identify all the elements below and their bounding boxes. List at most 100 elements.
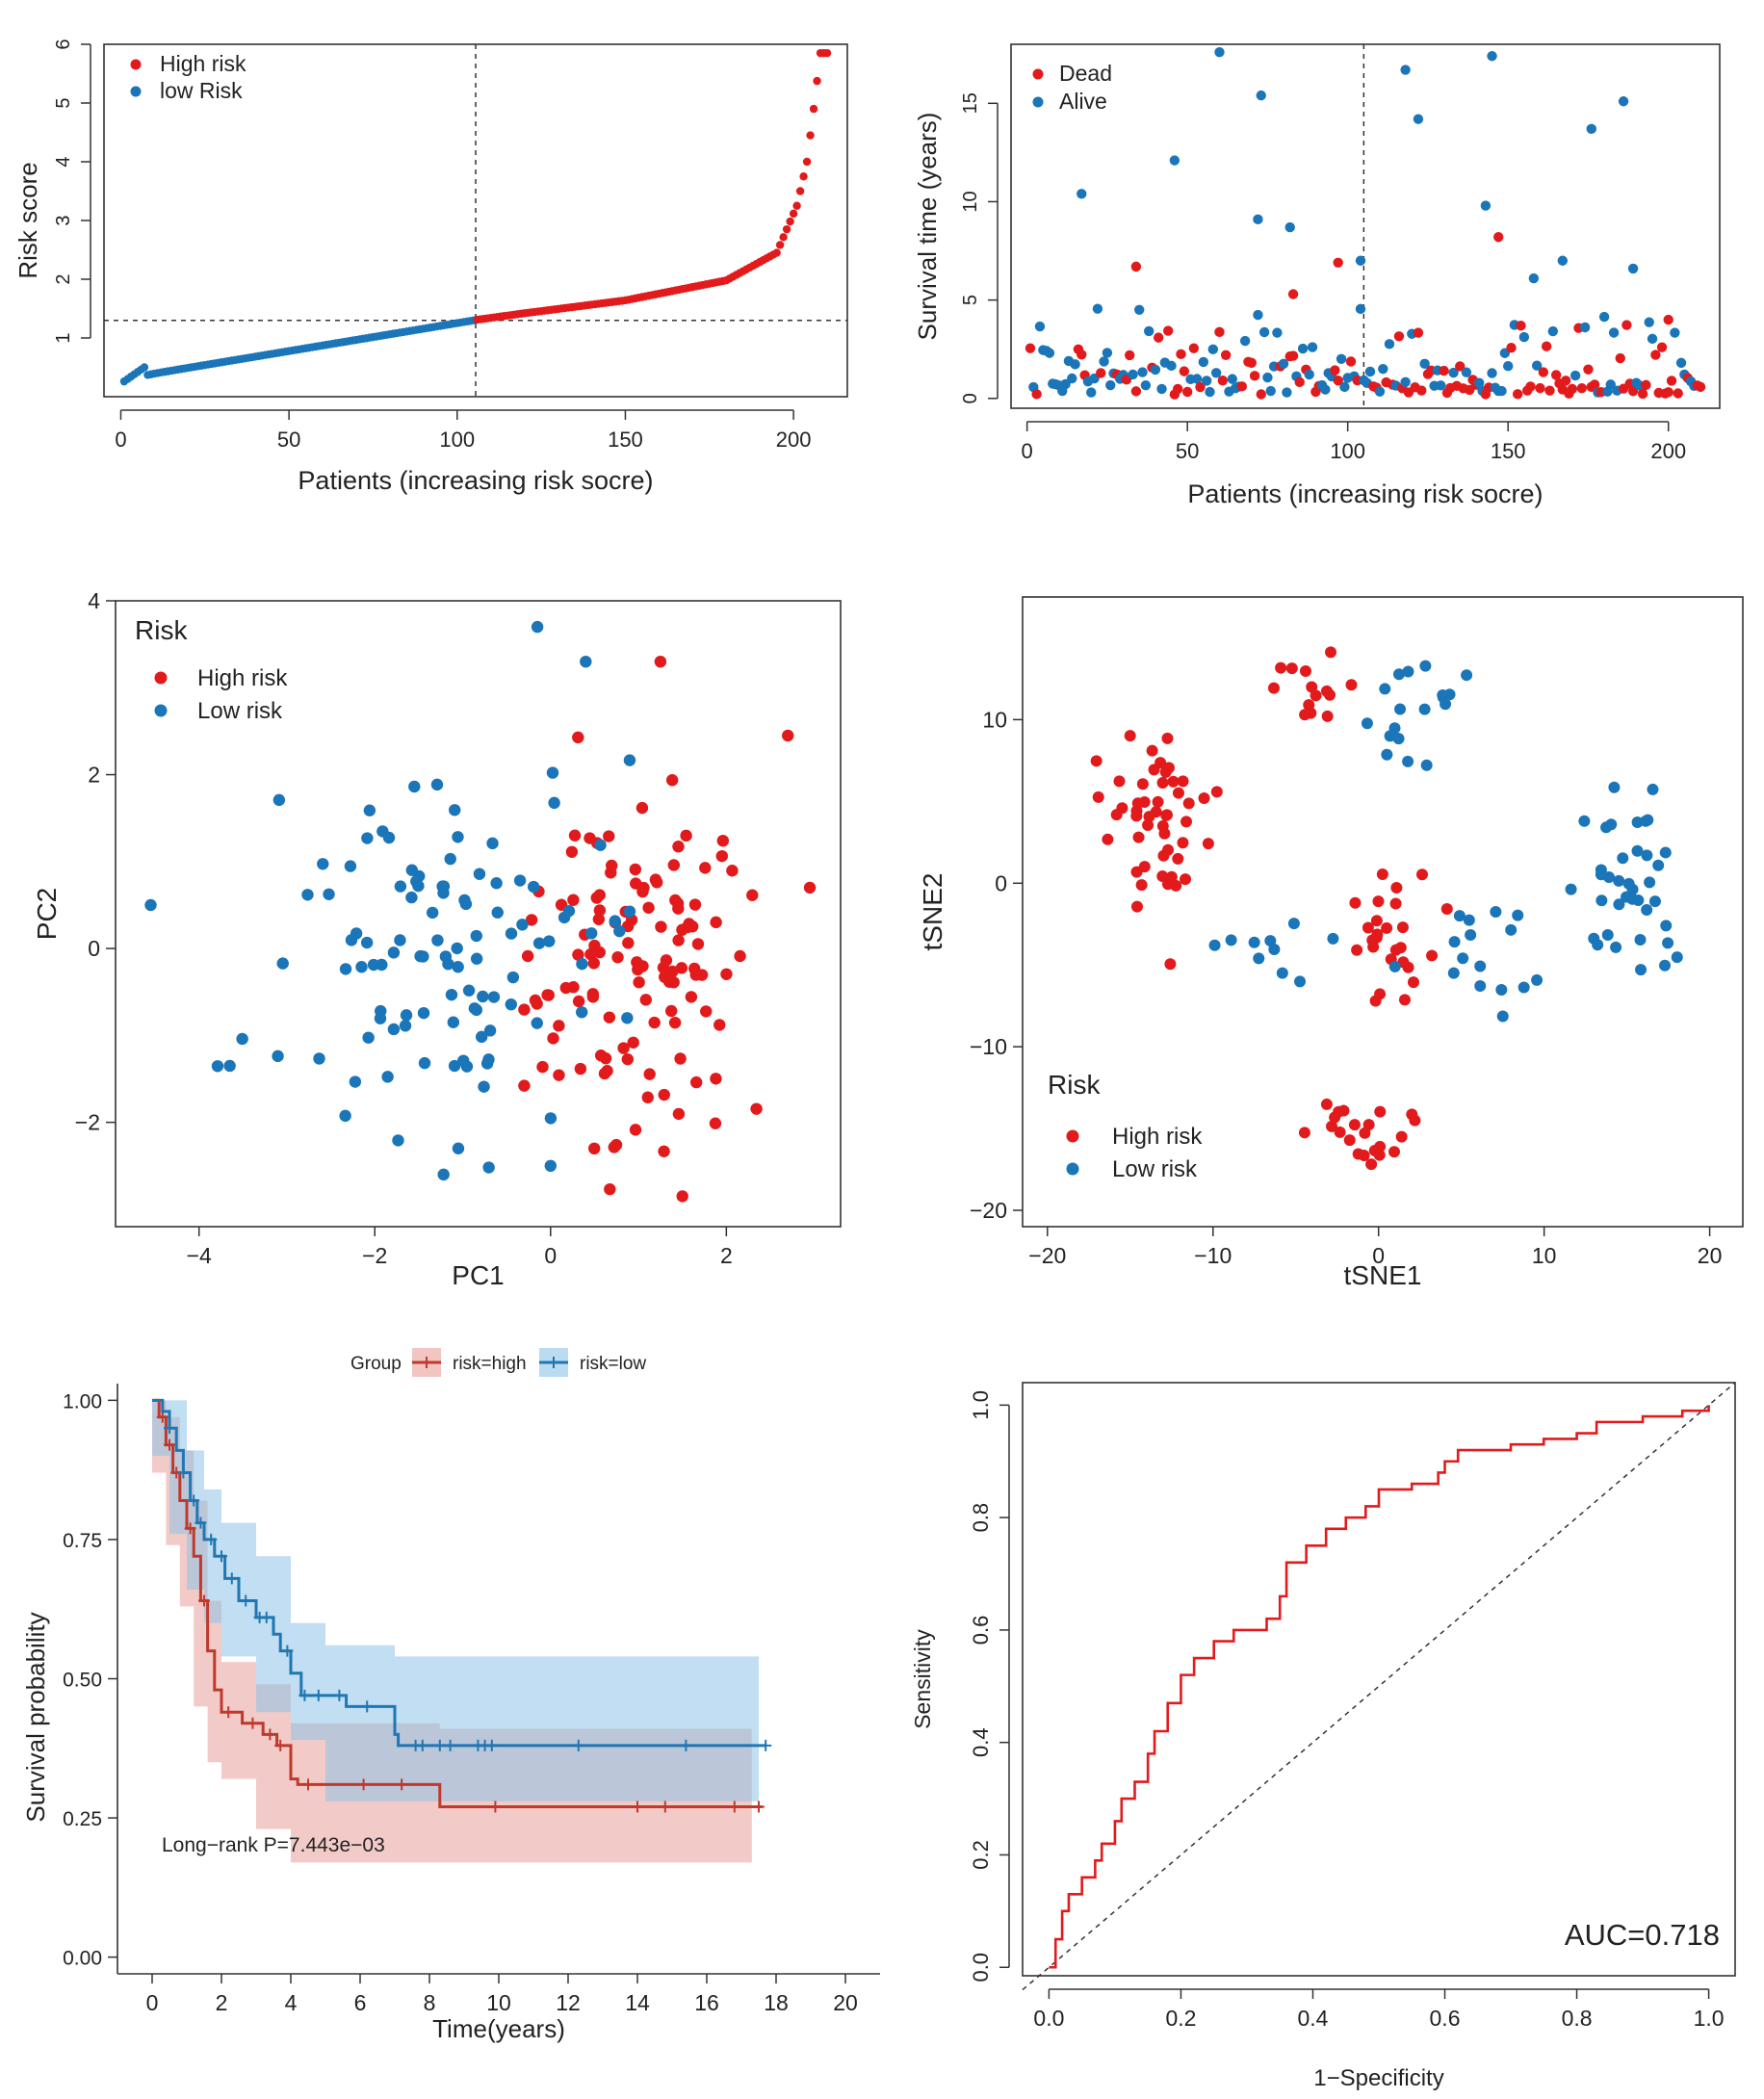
high-risk-point — [799, 172, 808, 181]
x-tick-label: −4 — [187, 1243, 212, 1268]
high-risk-point — [1135, 879, 1148, 892]
y-tick-label: 0.75 — [63, 1530, 102, 1552]
x-tick-label: 0.2 — [1165, 2006, 1196, 2031]
high-risk-point — [1369, 995, 1382, 1007]
censor-mark — [298, 1689, 311, 1701]
low-risk-point — [1253, 952, 1265, 965]
y-axis-title: PC2 — [32, 888, 62, 940]
high-risk-point — [572, 995, 585, 1008]
high-risk-point — [672, 1107, 686, 1121]
high-risk-point — [621, 1052, 635, 1066]
legend-title: Risk — [135, 615, 188, 645]
high-risk-point — [675, 962, 688, 974]
high-risk-point — [547, 1032, 559, 1045]
high-risk-point — [1162, 762, 1175, 774]
dead-point — [1656, 342, 1668, 352]
high-risk-point — [795, 187, 805, 195]
high-risk-point — [642, 901, 655, 914]
high-risk-point — [1329, 1111, 1341, 1124]
low-risk-point — [491, 906, 504, 919]
alive-point — [1077, 189, 1087, 199]
high-risk-point — [672, 934, 685, 946]
high-risk-point — [1298, 1127, 1310, 1139]
y-axis-title: Survival probability — [21, 1612, 50, 1822]
alive-point — [1502, 360, 1514, 372]
low-risk-point — [339, 1109, 351, 1123]
alive-point — [1256, 90, 1266, 101]
y-tick-label: 0.6 — [969, 1616, 993, 1646]
alive-point — [1191, 374, 1203, 384]
high-risk-point — [603, 830, 615, 842]
alive-point — [1304, 369, 1314, 380]
censor-mark — [357, 1778, 370, 1791]
alive-point — [1092, 303, 1103, 314]
low-risk-point — [1474, 980, 1487, 993]
dead-point — [1153, 332, 1164, 343]
alive-point — [1339, 381, 1350, 393]
high-risk-point — [1305, 707, 1317, 719]
low-risk-point — [532, 937, 546, 949]
high-risk-point — [1164, 958, 1177, 971]
alive-point — [1474, 377, 1485, 388]
low-risk-point — [1384, 730, 1396, 742]
low-risk-point — [452, 831, 464, 843]
dead-point — [1567, 383, 1578, 395]
high-risk-point — [1150, 806, 1162, 818]
dead-point — [1236, 381, 1247, 392]
high-risk-point — [1142, 819, 1154, 832]
low-risk-point — [482, 1161, 495, 1174]
alive-point — [1364, 366, 1376, 377]
x-axis-title: Patients (increasing risk socre) — [1187, 479, 1543, 508]
alive-point — [1487, 368, 1497, 378]
censor-mark — [333, 1689, 346, 1701]
x-tick-label: 200 — [776, 428, 812, 452]
legend-marker — [1032, 68, 1044, 80]
low-risk-point — [276, 957, 289, 970]
chart-risk-score: 0 50 100 150 200 1 2 3 4 5 6 Patients (increasing r… — [13, 39, 848, 495]
high-risk-point — [1367, 941, 1380, 953]
high-risk-point — [1285, 662, 1298, 675]
alive-point — [1070, 359, 1080, 370]
high-risk-point — [1275, 661, 1287, 674]
high-risk-point — [1395, 1130, 1408, 1143]
high-risk-point — [590, 892, 603, 904]
alive-point — [1605, 379, 1616, 390]
low-risk-point — [623, 905, 636, 918]
low-risk-point — [362, 1031, 375, 1044]
alive-point — [1557, 255, 1569, 266]
y-tick-label: 0 — [88, 936, 100, 961]
legend-title: Risk — [1048, 1070, 1101, 1100]
dead-point — [1673, 388, 1683, 399]
low-risk-point — [1631, 844, 1644, 857]
legend-marker — [130, 86, 142, 97]
high-risk-point — [1102, 833, 1114, 845]
low-risk-point — [344, 860, 357, 872]
low-risk-point — [1602, 870, 1615, 883]
low-risk-point — [487, 991, 501, 1003]
low-risk-point — [313, 1052, 325, 1065]
low-risk-point — [394, 880, 407, 893]
dead-point — [1294, 376, 1305, 388]
high-risk-point — [685, 991, 698, 1003]
low-risk-point — [417, 950, 429, 963]
alive-point — [1569, 370, 1581, 381]
low-risk-point — [1610, 941, 1622, 953]
low-risk-point — [544, 1112, 558, 1125]
dead-point — [1535, 382, 1545, 394]
alive-point — [1528, 272, 1540, 284]
low-risk-point — [418, 1056, 431, 1070]
high-risk-point — [1202, 838, 1214, 850]
censor-mark — [281, 1645, 294, 1657]
high-risk-point — [1358, 1149, 1370, 1161]
low-risk-point — [437, 1168, 450, 1181]
legend-label: risk=low — [580, 1354, 646, 1374]
low-risk-point — [1327, 932, 1339, 945]
low-risk-point — [272, 793, 286, 807]
alive-point — [1307, 342, 1318, 352]
low-risk-point — [1465, 928, 1477, 941]
x-tick-label: 0 — [146, 1990, 159, 2015]
dead-point — [1217, 376, 1229, 386]
low-risk-point — [1613, 874, 1625, 887]
plot-frame — [1022, 596, 1744, 1228]
dead-point — [1287, 289, 1299, 299]
